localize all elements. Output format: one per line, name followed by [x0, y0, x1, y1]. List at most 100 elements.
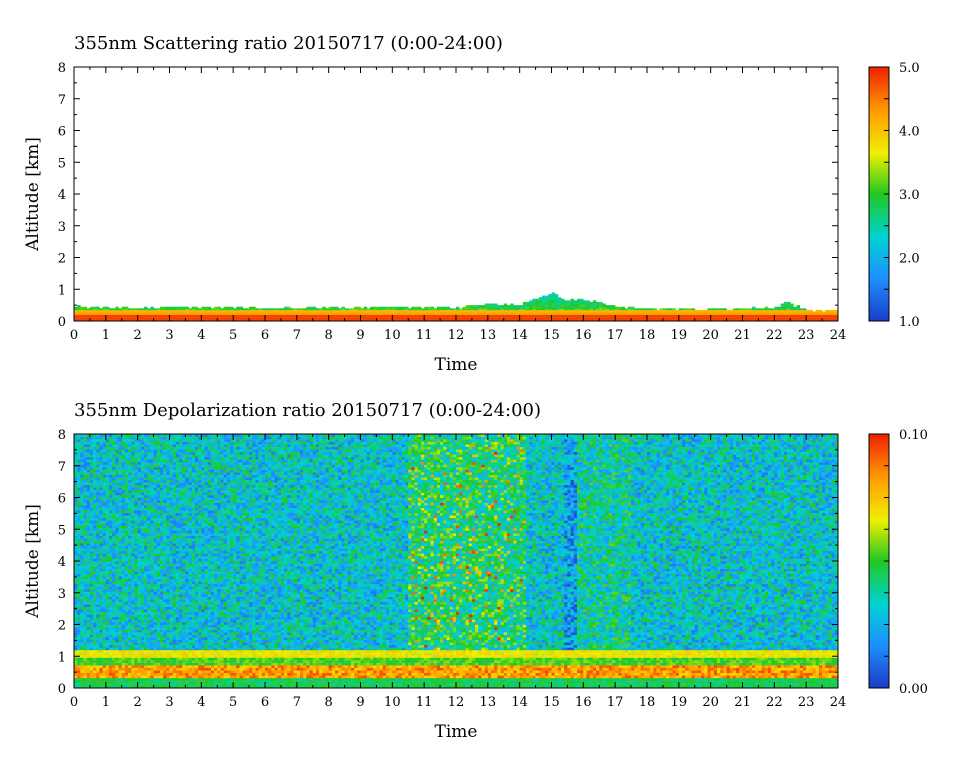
heatmap-cell	[223, 313, 228, 315]
heatmap-cell	[124, 517, 129, 521]
heatmap-cell	[147, 505, 151, 508]
heatmap-cell	[115, 601, 119, 605]
heatmap-cell	[147, 649, 151, 653]
heatmap-cell	[554, 303, 559, 306]
heatmap-cell	[449, 309, 454, 312]
heatmap-cell	[99, 545, 103, 549]
heatmap-cell	[624, 311, 629, 314]
heatmap-cell	[124, 530, 129, 534]
heatmap-cell	[105, 654, 110, 658]
heatmap-cell	[131, 434, 135, 437]
heatmap-cell	[513, 306, 517, 309]
heatmap-cell	[93, 576, 97, 580]
heatmap-cell	[440, 317, 444, 320]
heatmap-cell	[637, 316, 641, 319]
heatmap-cell	[150, 583, 154, 587]
heatmap-cell	[522, 306, 527, 309]
heatmap-cell	[102, 530, 107, 534]
heatmap-cell	[194, 317, 199, 320]
heatmap-cell	[475, 309, 479, 312]
heatmap-cell	[487, 314, 492, 317]
heatmap-cell	[440, 311, 444, 314]
heatmap-cell	[440, 314, 444, 317]
heatmap-cell	[121, 550, 126, 554]
heatmap-cell	[440, 319, 444, 321]
heatmap-cell	[529, 303, 533, 306]
heatmap-cell	[261, 313, 266, 315]
heatmap-cell	[147, 317, 151, 320]
heatmap-cell	[207, 319, 212, 321]
heatmap-cell	[570, 301, 575, 304]
heatmap-cell	[239, 316, 244, 319]
heatmap-cell	[551, 292, 555, 295]
heatmap-cell	[271, 313, 275, 315]
heatmap-cell	[156, 311, 161, 314]
heatmap-cell	[112, 500, 116, 503]
heatmap-cell	[89, 497, 94, 501]
heatmap-cell	[93, 614, 97, 618]
heatmap-cell	[478, 317, 482, 320]
heatmap-cell	[86, 507, 91, 511]
heatmap-cell	[150, 639, 154, 643]
heatmap-cell	[96, 588, 100, 592]
heatmap-cell	[732, 319, 737, 321]
heatmap-cell	[124, 464, 129, 468]
heatmap-cell	[99, 477, 103, 481]
heatmap-cell	[188, 311, 193, 314]
heatmap-cell	[128, 568, 132, 572]
heatmap-cell	[118, 670, 123, 674]
heatmap-cell	[541, 309, 546, 312]
heatmap-cell	[704, 316, 708, 319]
heatmap-cell	[236, 306, 240, 309]
heatmap-cell	[787, 306, 791, 309]
heatmap-cell	[134, 313, 138, 315]
heatmap-cell	[347, 317, 352, 320]
heatmap-cell	[682, 308, 686, 311]
heatmap-cell	[89, 627, 94, 630]
heatmap-cell	[774, 306, 778, 309]
heatmap-cell	[140, 525, 145, 529]
heatmap-cell	[761, 314, 766, 317]
heatmap-cell	[147, 543, 151, 547]
heatmap-cell	[306, 313, 310, 315]
heatmap-cell	[312, 319, 317, 321]
heatmap-cell	[121, 512, 126, 516]
heatmap-cell	[726, 311, 731, 314]
heatmap-cell	[86, 685, 91, 688]
heatmap-cell	[128, 459, 132, 463]
heatmap-cell	[662, 319, 667, 321]
heatmap-cell	[532, 308, 536, 311]
heatmap-cell	[105, 566, 110, 569]
heatmap-cell	[86, 599, 91, 602]
heatmap-cell	[93, 535, 97, 539]
heatmap-cell	[140, 611, 145, 615]
heatmap-cell	[115, 497, 119, 501]
heatmap-cell	[115, 454, 119, 458]
heatmap-cell	[115, 444, 119, 447]
heatmap-cell	[436, 309, 441, 312]
heatmap-cell	[115, 606, 119, 610]
heatmap-cell	[74, 680, 78, 684]
heatmap-cell	[115, 591, 119, 595]
heatmap-cell	[112, 317, 116, 320]
heatmap-cell	[105, 573, 110, 577]
heatmap-cell	[140, 439, 145, 442]
heatmap-cell	[115, 487, 119, 491]
heatmap-cell	[395, 309, 399, 312]
heatmap-cell	[102, 444, 107, 447]
heatmap-cell	[144, 616, 148, 620]
heatmap-cell	[121, 313, 126, 315]
heatmap-cell	[596, 306, 600, 309]
heatmap-cell	[806, 311, 810, 314]
heatmap-cell	[134, 500, 138, 503]
heatmap-cell	[121, 682, 126, 686]
heatmap-cell	[395, 314, 399, 317]
heatmap-cell	[624, 308, 629, 311]
heatmap-cell	[144, 621, 148, 625]
heatmap-cell	[233, 317, 237, 320]
heatmap-cell	[93, 472, 97, 475]
heatmap-cell	[481, 319, 485, 321]
heatmap-cell	[109, 434, 113, 437]
heatmap-cell	[510, 314, 514, 317]
heatmap-cell	[669, 319, 673, 321]
